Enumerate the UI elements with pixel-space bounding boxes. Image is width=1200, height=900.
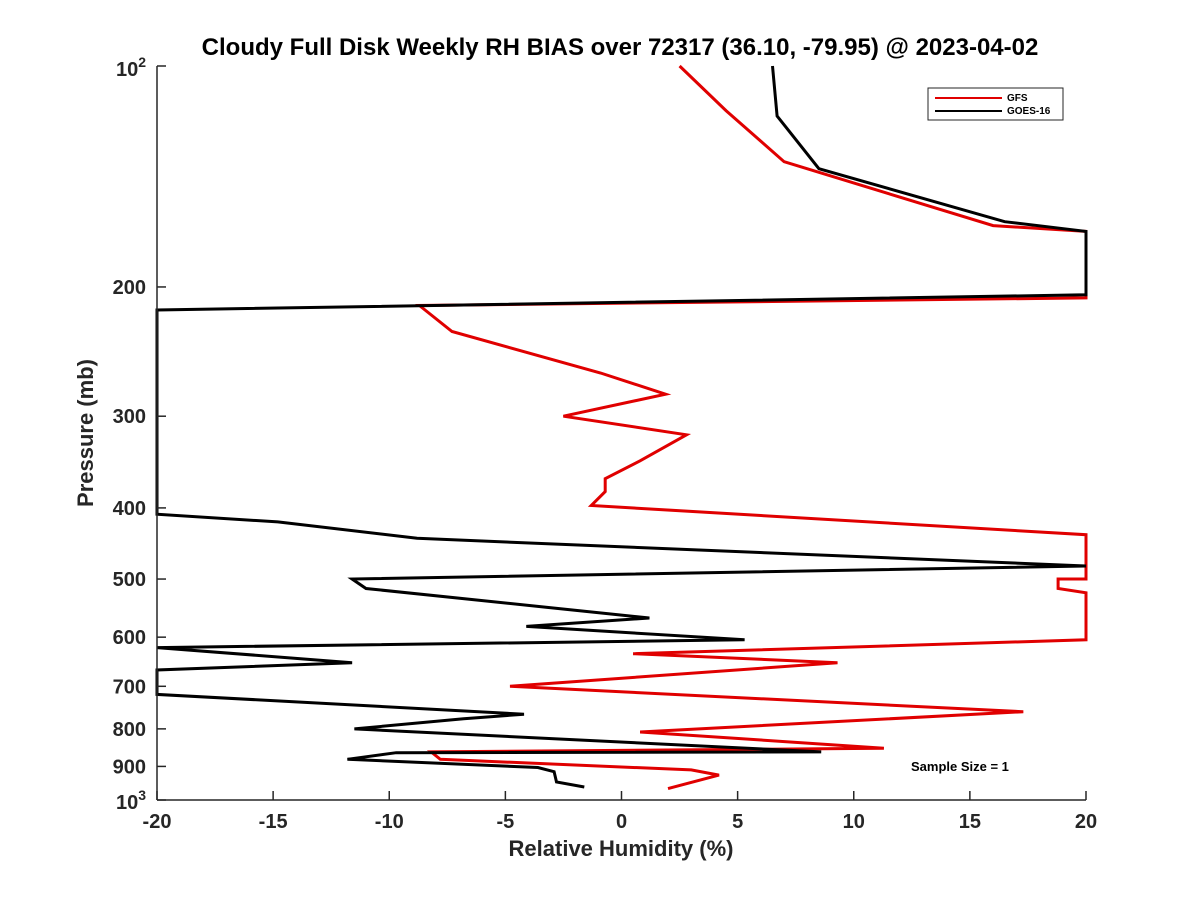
y-bottom-tick-label: 103 bbox=[116, 787, 146, 814]
legend: GFS GOES-16 bbox=[927, 87, 1064, 121]
sample-size-annotation: Sample Size = 1 bbox=[911, 759, 1009, 774]
y-tick-label: 700 bbox=[113, 676, 146, 698]
x-tick-label: 0 bbox=[616, 811, 627, 833]
series-group bbox=[155, 64, 1088, 791]
x-tick-label: -20 bbox=[143, 811, 172, 833]
x-ticks: -20 -15 -10 -5 0 5 10 15 20 bbox=[143, 791, 1097, 833]
chart-title: Cloudy Full Disk Weekly RH BIAS over 723… bbox=[202, 34, 1039, 61]
plot-area bbox=[157, 66, 1086, 800]
y-tick-label: 300 bbox=[113, 406, 146, 428]
series-line-goes-16 bbox=[155, 65, 1088, 789]
y-axis-title: Pressure (mb) bbox=[73, 359, 98, 507]
x-tick-label: -15 bbox=[259, 811, 288, 833]
x-tick-label: 15 bbox=[959, 811, 981, 833]
legend-goes-label: GOES-16 bbox=[1007, 106, 1051, 117]
x-tick-label: 5 bbox=[732, 811, 743, 833]
y-ticks: 200 300 400 500 600 700 800 900 bbox=[113, 65, 166, 801]
y-tick-label: 600 bbox=[113, 627, 146, 649]
y-tick-label: 500 bbox=[113, 569, 146, 591]
y-tick-label: 400 bbox=[113, 498, 146, 520]
y-top-tick-label: 102 bbox=[116, 54, 146, 81]
y-tick-label: 800 bbox=[113, 719, 146, 741]
x-tick-label: -10 bbox=[375, 811, 404, 833]
legend-box bbox=[927, 87, 1064, 121]
plot-background bbox=[157, 66, 1086, 800]
y-tick-label: 200 bbox=[113, 277, 146, 299]
x-tick-label: 20 bbox=[1075, 811, 1097, 833]
x-axis-title: Relative Humidity (%) bbox=[509, 836, 734, 861]
y-tick-label: 900 bbox=[113, 756, 146, 778]
x-tick-label: -5 bbox=[496, 811, 514, 833]
x-tick-label: 10 bbox=[843, 811, 865, 833]
legend-gfs-label: GFS bbox=[1007, 93, 1028, 104]
